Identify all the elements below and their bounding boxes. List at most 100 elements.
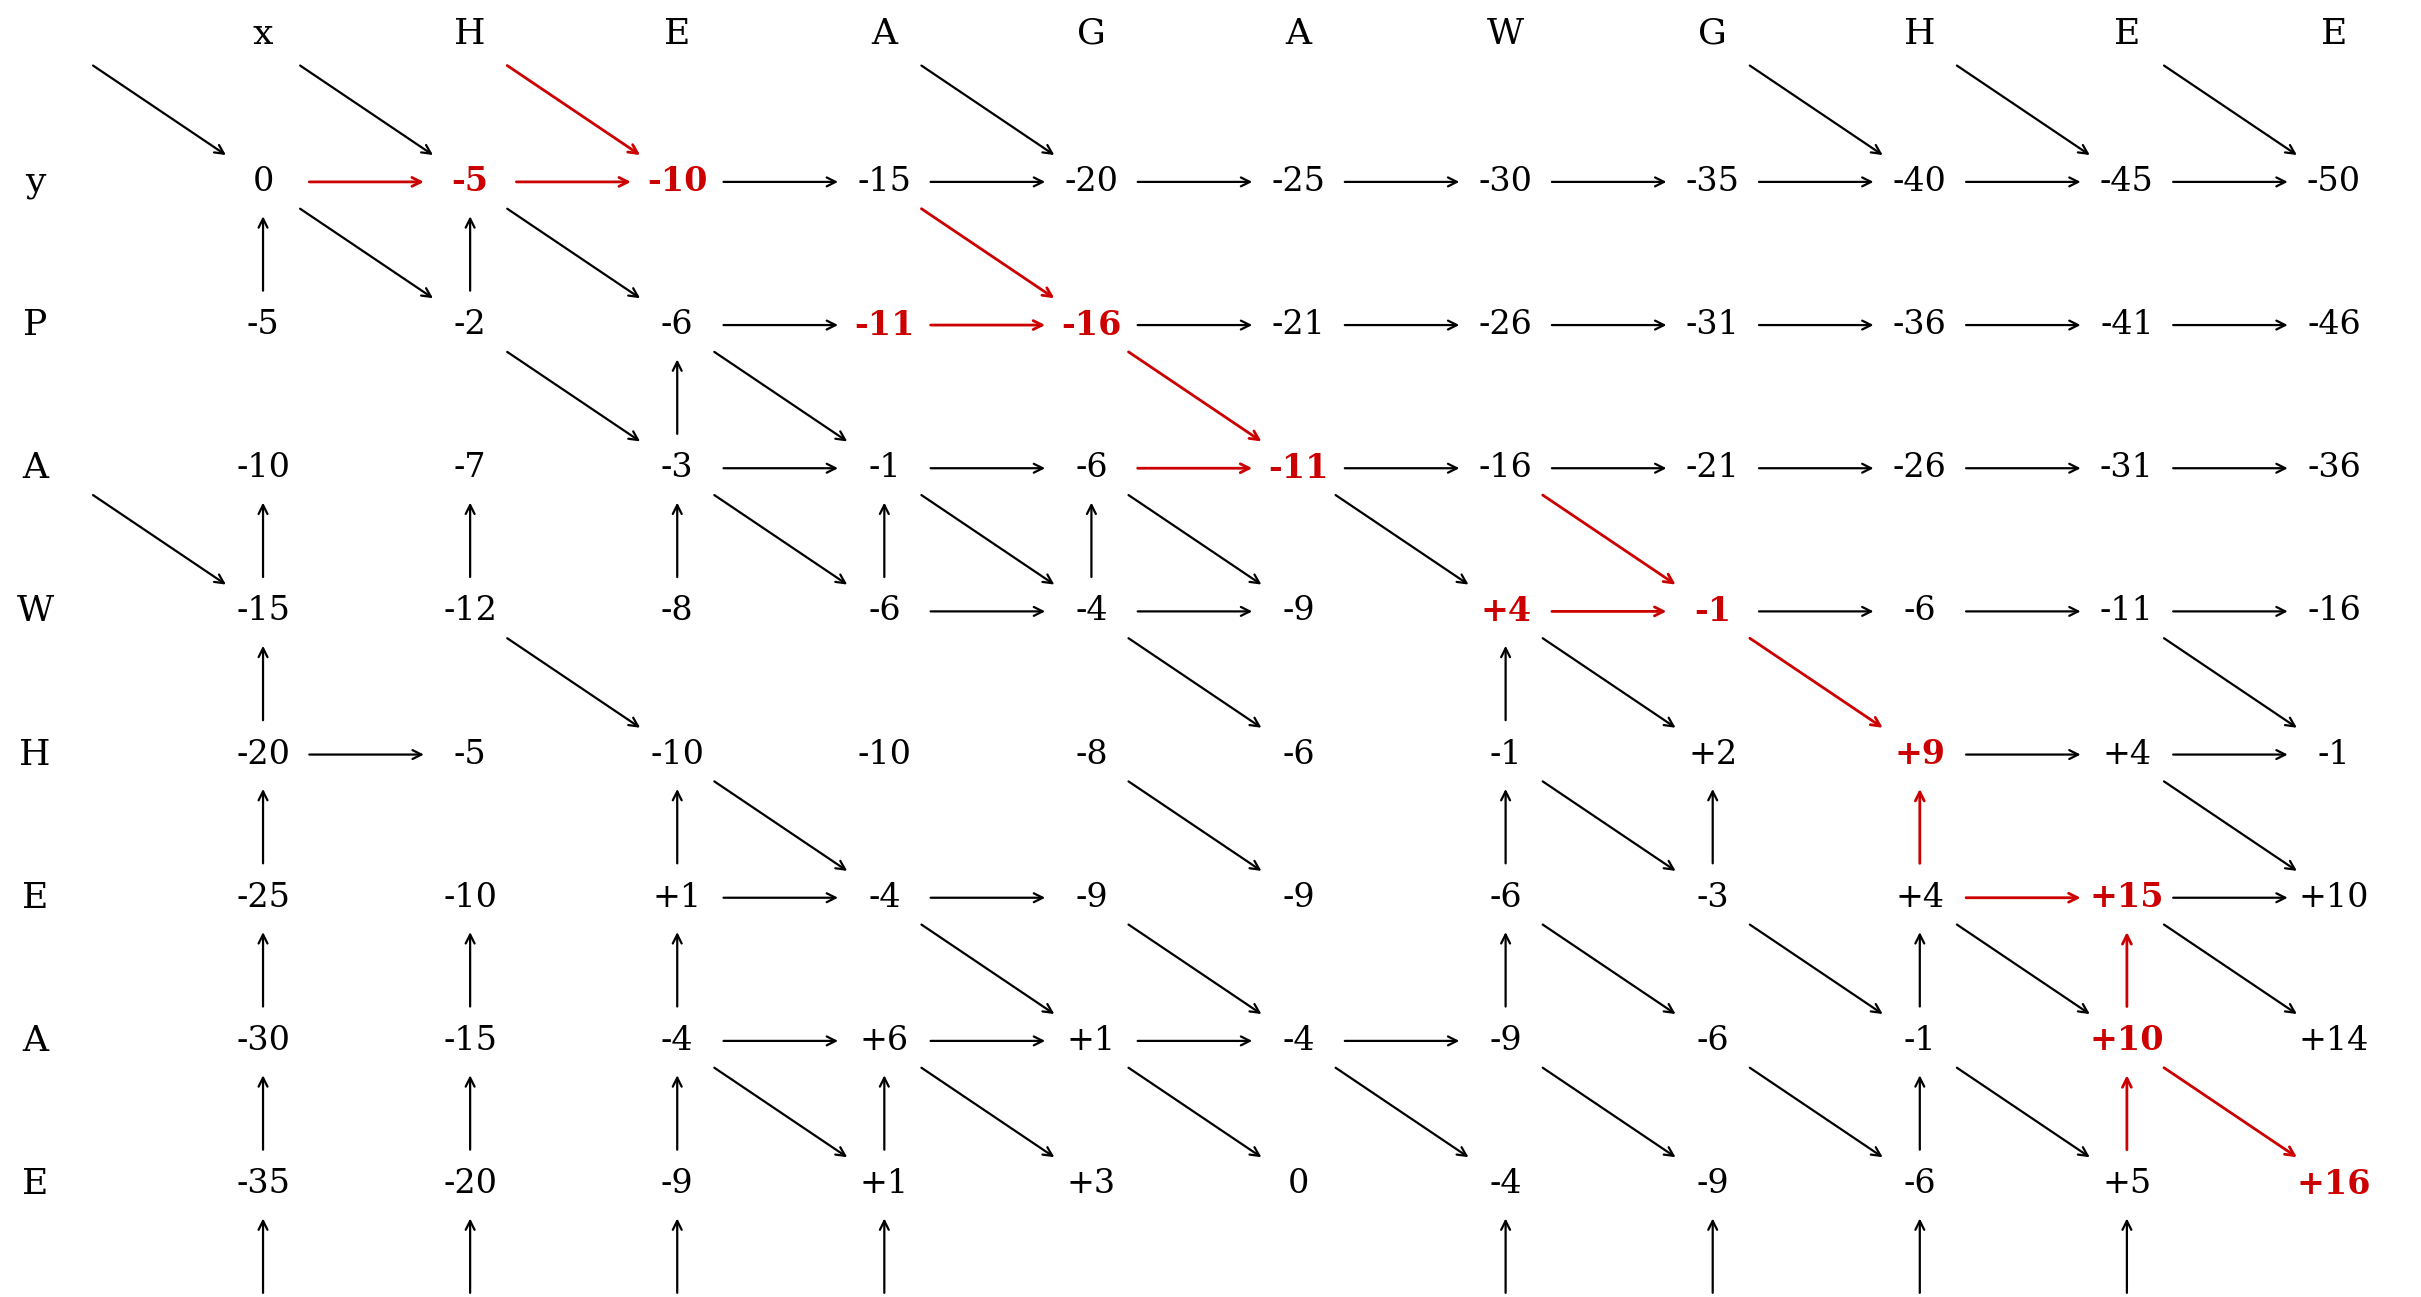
Text: -10: -10 [235,453,291,484]
Text: -16: -16 [1479,453,1532,484]
Text: +4: +4 [1479,595,1530,628]
Text: -9: -9 [1489,1025,1523,1057]
Text: E: E [2322,17,2348,51]
Text: -1: -1 [869,453,901,484]
Text: -6: -6 [1697,1025,1729,1057]
Text: -1: -1 [1489,738,1523,770]
Text: x: x [252,17,274,51]
Text: +9: +9 [1893,738,1946,770]
Text: -4: -4 [661,1025,692,1057]
Text: -20: -20 [1065,166,1119,198]
Text: A: A [22,1023,48,1058]
Text: -2: -2 [453,309,487,341]
Text: -9: -9 [1075,882,1109,913]
Text: -6: -6 [1903,595,1937,628]
Text: H: H [1903,17,1934,51]
Text: -8: -8 [1075,738,1109,770]
Text: -16: -16 [1060,309,1121,341]
Text: -11: -11 [2099,595,2155,628]
Text: +3: +3 [1068,1169,1116,1200]
Text: -1: -1 [1695,595,1731,628]
Text: -20: -20 [443,1169,496,1200]
Text: -36: -36 [2307,453,2360,484]
Text: -3: -3 [1697,882,1729,913]
Text: E: E [663,17,690,51]
Text: -6: -6 [1283,738,1315,770]
Text: -11: -11 [1269,451,1329,485]
Text: +6: +6 [859,1025,908,1057]
Text: -11: -11 [855,309,915,341]
Text: -6: -6 [869,595,901,628]
Text: +14: +14 [2300,1025,2370,1057]
Text: H: H [19,738,51,772]
Text: -31: -31 [1685,309,1741,341]
Text: +1: +1 [1068,1025,1116,1057]
Text: +15: +15 [2089,881,2164,914]
Text: +1: +1 [654,882,702,913]
Text: y: y [24,165,46,198]
Text: -15: -15 [235,595,291,628]
Text: -10: -10 [646,166,707,198]
Text: 0: 0 [1288,1169,1310,1200]
Text: +16: +16 [2298,1167,2370,1201]
Text: -35: -35 [1685,166,1741,198]
Text: +10: +10 [2300,882,2370,913]
Text: E: E [2114,17,2140,51]
Text: -46: -46 [2307,309,2360,341]
Text: -35: -35 [235,1169,291,1200]
Text: E: E [22,1167,48,1201]
Text: G: G [1077,17,1106,51]
Text: -30: -30 [235,1025,291,1057]
Text: -10: -10 [651,738,705,770]
Text: -3: -3 [661,453,692,484]
Text: -25: -25 [235,882,291,913]
Text: -50: -50 [2307,166,2360,198]
Text: -5: -5 [247,309,278,341]
Text: -6: -6 [1075,453,1109,484]
Text: H: H [455,17,487,51]
Text: W: W [17,594,53,629]
Text: -9: -9 [661,1169,692,1200]
Text: -45: -45 [2099,166,2155,198]
Text: A: A [1286,17,1312,51]
Text: +2: +2 [1687,738,1738,770]
Text: +1: +1 [859,1169,908,1200]
Text: -21: -21 [1685,453,1741,484]
Text: -8: -8 [661,595,692,628]
Text: -12: -12 [443,595,496,628]
Text: -15: -15 [443,1025,496,1057]
Text: -10: -10 [443,882,496,913]
Text: -4: -4 [1489,1169,1523,1200]
Text: -36: -36 [1893,309,1946,341]
Text: -1: -1 [2317,738,2351,770]
Text: -4: -4 [869,882,901,913]
Text: +4: +4 [2101,738,2152,770]
Text: -31: -31 [2099,453,2155,484]
Text: -6: -6 [1903,1169,1937,1200]
Text: -41: -41 [2099,309,2155,341]
Text: P: P [24,309,48,342]
Text: -30: -30 [1479,166,1532,198]
Text: -26: -26 [1479,309,1532,341]
Text: -9: -9 [1283,882,1315,913]
Text: E: E [22,881,48,914]
Text: -40: -40 [1893,166,1946,198]
Text: -6: -6 [1489,882,1523,913]
Text: A: A [872,17,898,51]
Text: -26: -26 [1893,453,1946,484]
Text: W: W [1486,17,1525,51]
Text: -21: -21 [1271,309,1324,341]
Text: -6: -6 [661,309,692,341]
Text: -10: -10 [857,738,910,770]
Text: -9: -9 [1283,595,1315,628]
Text: G: G [1697,17,1726,51]
Text: 0: 0 [252,166,274,198]
Text: -4: -4 [1283,1025,1315,1057]
Text: -4: -4 [1075,595,1109,628]
Text: -1: -1 [1903,1025,1937,1057]
Text: +10: +10 [2089,1025,2164,1057]
Text: +5: +5 [2101,1169,2152,1200]
Text: +4: +4 [1896,882,1944,913]
Text: -15: -15 [857,166,910,198]
Text: -20: -20 [235,738,291,770]
